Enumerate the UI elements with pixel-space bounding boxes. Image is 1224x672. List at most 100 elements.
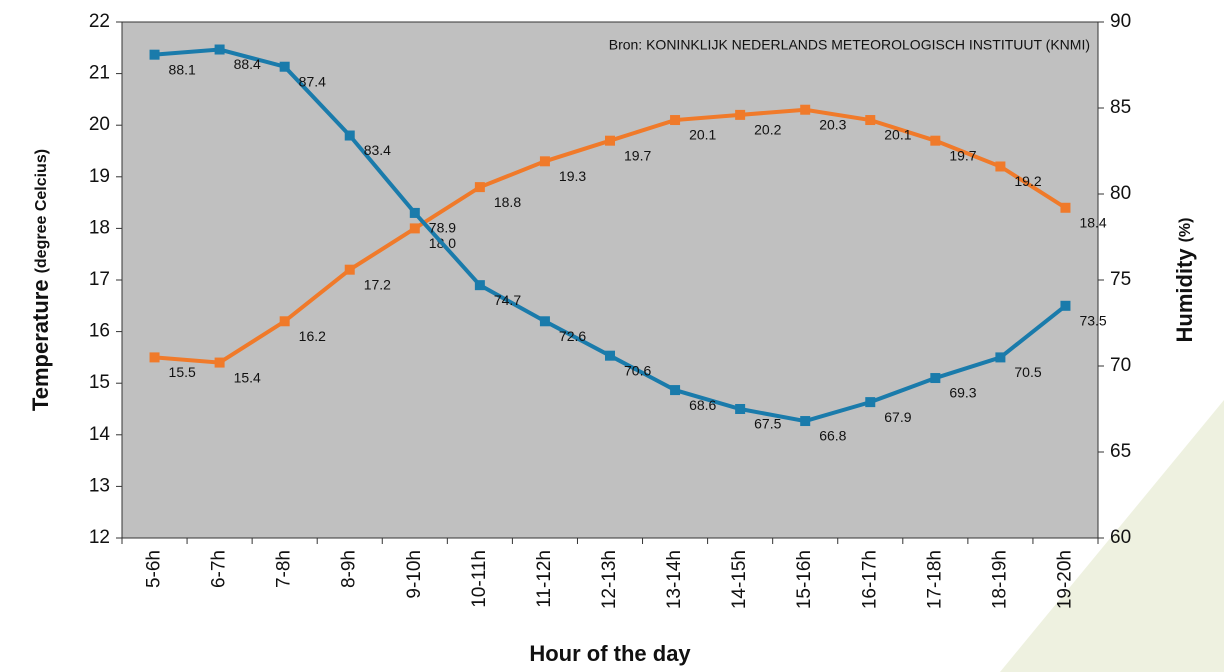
x-tick-label: 14-15h	[729, 550, 750, 609]
y-tick-label: 22	[89, 11, 110, 32]
data-label: 20.2	[754, 122, 781, 138]
marker	[800, 416, 811, 427]
marker	[735, 404, 746, 414]
marker	[279, 61, 290, 72]
marker	[1060, 300, 1071, 311]
data-label: 66.8	[819, 428, 846, 444]
y2-tick-label: 90	[1110, 11, 1131, 32]
y2-tick-label: 80	[1110, 183, 1131, 204]
data-label: 73.5	[1079, 313, 1106, 329]
y2-tick-label: 70	[1110, 355, 1131, 376]
marker	[930, 373, 941, 384]
marker	[800, 104, 811, 115]
data-label: 68.6	[689, 397, 716, 413]
y-tick-label: 21	[89, 63, 110, 84]
data-label: 88.4	[234, 56, 261, 72]
y-tick-label: 19	[89, 166, 110, 187]
data-label: 70.5	[1014, 364, 1041, 380]
y-tick-label: 14	[89, 424, 111, 445]
x-tick-label: 13-14h	[664, 550, 685, 609]
marker	[214, 44, 225, 55]
marker	[539, 316, 550, 327]
y-tick-label: 13	[89, 475, 110, 496]
y-tick-label: 15	[89, 372, 110, 393]
y2-tick-label: 85	[1110, 97, 1131, 118]
x-tick-label: 10-11h	[469, 550, 490, 608]
data-label: 74.7	[494, 292, 521, 308]
x-tick-label: 19-20h	[1054, 550, 1075, 609]
marker	[865, 397, 876, 408]
x-tick-label: 17-18h	[924, 550, 945, 609]
x-axis-label: Hour of the day	[529, 641, 691, 666]
data-label: 19.7	[624, 147, 651, 163]
marker	[735, 109, 746, 120]
y2-tick-label: 65	[1110, 441, 1131, 462]
marker	[605, 350, 615, 361]
marker	[539, 156, 550, 167]
data-label: 78.9	[429, 220, 456, 236]
marker	[344, 264, 355, 275]
data-label: 83.4	[364, 142, 391, 158]
data-label: 16.2	[299, 328, 326, 344]
y2-tick-label: 60	[1110, 527, 1131, 548]
y2-axis-label: Humidity (%)	[1172, 217, 1197, 342]
data-label: 19.7	[949, 147, 976, 163]
annotation: Bron: KONINKLIJK NEDERLANDS METEOROLOGIS…	[609, 37, 1090, 53]
x-tick-label: 7-8h	[274, 550, 295, 588]
y-tick-label: 20	[89, 114, 110, 135]
marker	[214, 357, 225, 368]
data-label: 18.8	[494, 194, 521, 210]
data-label: 20.3	[819, 116, 846, 132]
data-label: 17.2	[364, 276, 391, 292]
marker	[409, 223, 420, 234]
y2-tick-label: 75	[1110, 269, 1131, 290]
marker	[149, 352, 160, 363]
data-label: 67.9	[884, 409, 911, 425]
y-tick-label: 18	[89, 217, 110, 238]
marker	[409, 207, 420, 218]
y2-label-unit: (%)	[1177, 217, 1194, 242]
data-label: 19.3	[559, 168, 586, 184]
data-label: 18.4	[1079, 214, 1106, 230]
y-label-main: Temperature	[28, 279, 53, 411]
y-axis-label: Temperature (degree Celcius)	[28, 149, 53, 411]
y-label-unit: (degree Celcius)	[33, 149, 50, 273]
x-tick-label: 15-16h	[794, 550, 815, 609]
background-decoration	[1000, 400, 1224, 672]
x-tick-label: 5-6h	[144, 550, 165, 588]
marker	[995, 352, 1006, 363]
x-tick-label: 6-7h	[209, 550, 230, 588]
marker	[605, 135, 615, 146]
marker	[670, 385, 681, 396]
y-tick-label: 17	[89, 269, 110, 290]
data-label: 72.6	[559, 328, 586, 344]
y2-label-main: Humidity	[1172, 248, 1197, 343]
x-tick-label: 8-9h	[339, 550, 360, 588]
y-tick-label: 16	[89, 321, 110, 342]
x-tick-label: 11-12h	[534, 550, 555, 608]
x-tick-label: 12-13h	[599, 550, 620, 609]
x-tick-label: 18-19h	[989, 550, 1010, 609]
data-label: 19.2	[1014, 173, 1041, 189]
data-label: 70.6	[624, 362, 651, 378]
data-label: 88.1	[169, 61, 196, 77]
marker	[995, 161, 1006, 172]
marker	[865, 115, 876, 126]
data-label: 67.5	[754, 416, 781, 432]
x-tick-label: 16-17h	[859, 550, 880, 609]
data-label: 20.1	[884, 127, 911, 143]
data-label: 20.1	[689, 127, 716, 143]
x-tick-label: 9-10h	[404, 550, 425, 599]
y-tick-label: 12	[89, 527, 110, 548]
marker	[474, 182, 485, 193]
marker	[670, 115, 681, 126]
data-label: 15.5	[169, 364, 196, 380]
data-label: 69.3	[949, 385, 976, 401]
marker	[930, 135, 941, 146]
marker	[1060, 202, 1071, 213]
marker	[474, 280, 485, 291]
plot-area	[121, 21, 1099, 539]
data-label: 87.4	[299, 73, 326, 89]
